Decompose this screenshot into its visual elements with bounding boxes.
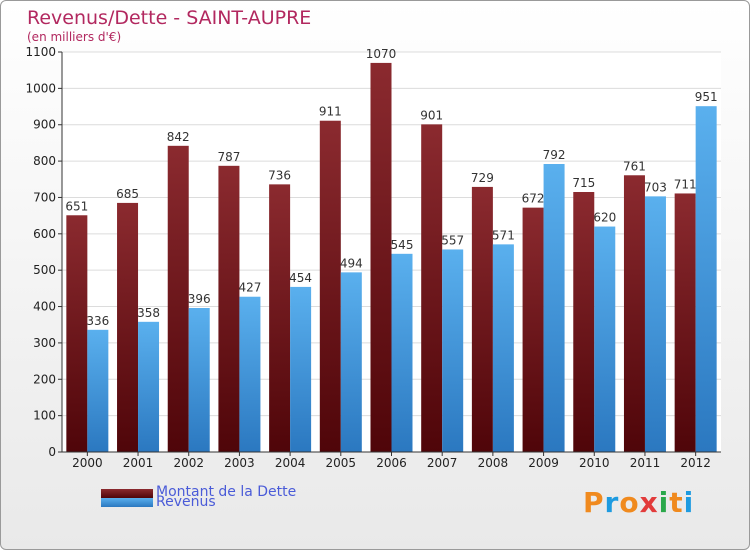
bar-revenus xyxy=(87,329,109,452)
x-tick-label: 2002 xyxy=(173,456,204,470)
data-label-dette: 715 xyxy=(572,176,595,190)
y-tick-label: 300 xyxy=(33,336,56,350)
data-label-dette: 842 xyxy=(167,130,190,144)
data-label-revenus: 427 xyxy=(238,281,261,295)
bar-revenus xyxy=(492,244,514,452)
bar-dette xyxy=(471,186,493,452)
x-tick-label: 2007 xyxy=(427,456,458,470)
bar-revenus xyxy=(695,106,717,452)
y-tick-label: 100 xyxy=(33,409,56,423)
y-tick-label: 500 xyxy=(33,263,56,277)
bar-dette xyxy=(269,184,291,452)
y-tick-label: 900 xyxy=(33,118,56,132)
data-label-dette: 901 xyxy=(420,108,443,122)
y-tick-label: 1100 xyxy=(25,45,56,59)
data-label-revenus: 454 xyxy=(289,271,312,285)
bar-revenus xyxy=(442,249,464,452)
data-label-revenus: 951 xyxy=(695,90,718,104)
logo-letter: o xyxy=(619,486,640,519)
x-tick-label: 2004 xyxy=(275,456,306,470)
logo-letter: P xyxy=(583,486,605,519)
data-label-revenus: 358 xyxy=(137,306,160,320)
bar-dette xyxy=(674,193,696,453)
x-tick-label: 2010 xyxy=(579,456,610,470)
bar-revenus xyxy=(340,272,362,452)
data-label-revenus: 336 xyxy=(86,314,109,328)
y-tick-label: 700 xyxy=(33,190,56,204)
bar-dette xyxy=(522,207,544,452)
bar-revenus xyxy=(290,286,312,452)
bar-revenus xyxy=(391,253,413,452)
bar-dette xyxy=(117,202,139,452)
legend-swatch-dette xyxy=(101,489,153,498)
data-label-revenus: 620 xyxy=(593,211,616,225)
y-tick-label: 0 xyxy=(48,445,56,459)
logo-letter: i xyxy=(683,486,695,519)
bar-revenus xyxy=(188,308,210,452)
logo-letter: x xyxy=(639,486,659,519)
x-tick-label: 2006 xyxy=(376,456,407,470)
bar-dette xyxy=(218,165,240,452)
data-label-dette: 911 xyxy=(319,105,342,119)
chart-title: Revenus/Dette - SAINT-AUPRE xyxy=(27,7,312,29)
data-label-revenus: 557 xyxy=(441,233,464,247)
bar-dette xyxy=(623,175,645,453)
legend-swatch-revenus xyxy=(101,498,153,507)
data-label-dette: 729 xyxy=(471,171,494,185)
data-label-dette: 787 xyxy=(217,150,240,164)
y-tick-label: 800 xyxy=(33,154,56,168)
data-label-dette: 1070 xyxy=(366,47,397,61)
x-tick-label: 2001 xyxy=(123,456,154,470)
logo-letter: t xyxy=(669,486,684,519)
data-label-revenus: 571 xyxy=(492,228,515,242)
bar-dette xyxy=(421,124,443,452)
data-label-dette: 761 xyxy=(623,159,646,173)
bar-revenus xyxy=(138,321,160,452)
data-label-revenus: 703 xyxy=(644,180,667,194)
bar-dette xyxy=(66,215,88,452)
x-tick-label: 2000 xyxy=(72,456,103,470)
x-tick-label: 2008 xyxy=(478,456,509,470)
bar-revenus xyxy=(594,226,616,452)
x-tick-label: 2012 xyxy=(680,456,711,470)
bar-dette xyxy=(573,192,595,452)
bar-dette xyxy=(370,62,392,453)
data-label-revenus: 545 xyxy=(391,238,414,252)
bar-dette xyxy=(167,145,189,452)
logo-letter: r xyxy=(604,486,620,519)
x-tick-label: 2009 xyxy=(528,456,559,470)
y-tick-label: 1000 xyxy=(25,81,56,95)
data-label-revenus: 494 xyxy=(340,256,363,270)
y-tick-label: 200 xyxy=(33,372,56,386)
data-label-dette: 711 xyxy=(674,177,697,191)
legend-label-revenus: Revenus xyxy=(156,494,216,510)
bar-revenus xyxy=(543,164,565,452)
bar-dette xyxy=(319,120,341,453)
legend-label-dette: Montant de la Dette xyxy=(156,484,297,500)
x-tick-label: 2005 xyxy=(326,456,357,470)
x-tick-label: 2003 xyxy=(224,456,255,470)
proxiti-logo: Proxiti xyxy=(583,486,694,519)
y-tick-label: 400 xyxy=(33,300,56,314)
logo-letter: i xyxy=(658,486,670,519)
data-label-revenus: 792 xyxy=(543,148,566,162)
data-label-dette: 672 xyxy=(522,192,545,206)
y-tick-label: 600 xyxy=(33,227,56,241)
data-label-dette: 651 xyxy=(65,199,88,213)
bar-revenus xyxy=(644,196,666,452)
chart-subtitle: (en milliers d'€) xyxy=(27,30,122,44)
data-label-revenus: 396 xyxy=(188,292,211,306)
x-tick-label: 2011 xyxy=(630,456,661,470)
data-label-dette: 736 xyxy=(268,168,291,182)
data-label-dette: 685 xyxy=(116,187,139,201)
bar-revenus xyxy=(239,296,261,452)
